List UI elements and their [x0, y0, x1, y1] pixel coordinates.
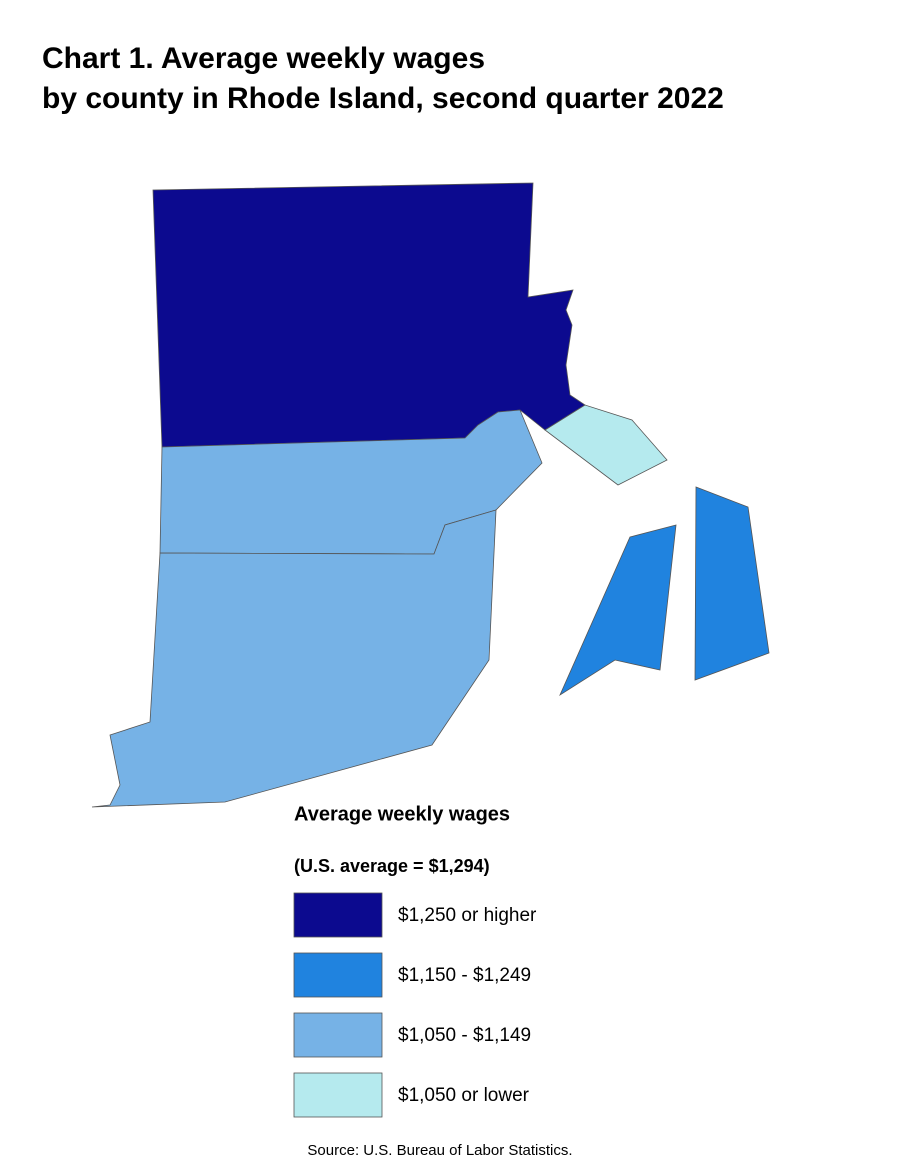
legend: $1,250 or higher $1,150 - $1,249 $1,050 - …	[293, 892, 537, 1118]
legend-subtitle: (U.S. average = $1,294)	[294, 856, 490, 876]
legend-title: Average weekly wages	[294, 803, 510, 825]
legend-swatch	[293, 892, 383, 938]
legend-label: $1,050 - $1,149	[398, 1025, 531, 1046]
county-newport	[694, 486, 770, 681]
legend-label: $1,050 or lower	[398, 1085, 530, 1106]
county-newport	[559, 524, 677, 697]
source-note: Source: U.S. Bureau of Labor Statistics.	[307, 1142, 572, 1159]
county-bristol	[544, 404, 668, 486]
legend-label: $1,150 - $1,249	[398, 965, 531, 986]
title-line: Chart 1. Average weekly wages	[42, 42, 485, 75]
title-line: by county in Rhode Island, second quarte…	[42, 82, 724, 115]
legend-swatch	[293, 952, 383, 998]
legend-swatch	[293, 1012, 383, 1058]
county-providence	[152, 182, 586, 448]
county-washington	[91, 509, 497, 808]
county-map	[91, 182, 770, 808]
legend-label: $1,250 or higher	[398, 905, 537, 926]
legend-swatch	[293, 1072, 383, 1118]
